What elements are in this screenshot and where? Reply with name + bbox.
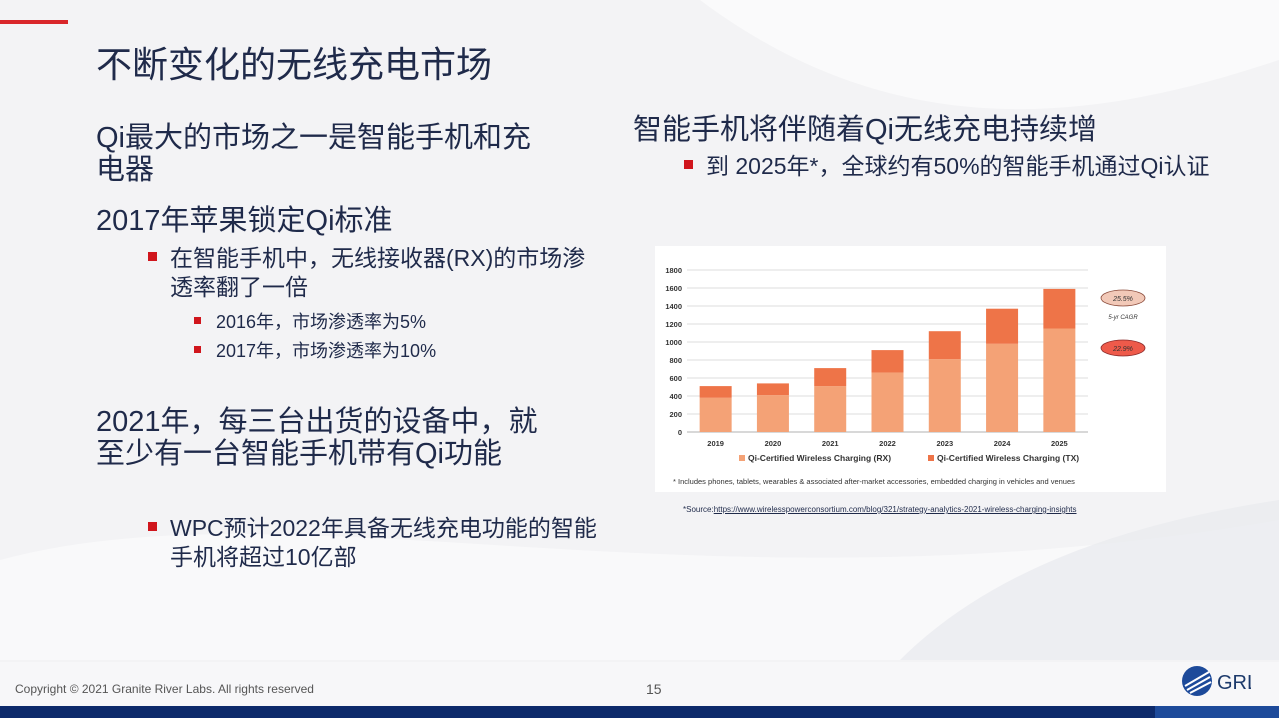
y-tick-label: 1600	[665, 284, 682, 293]
bar-tx-2021	[814, 368, 847, 387]
bullet-2025-forecast: 到 2025年*，全球约有50%的智能手机通过Qi认证	[684, 152, 1226, 181]
left-heading-3: 2021年，每三台出货的设备中，就至少有一台智能手机带有Qi功能	[96, 406, 538, 470]
logo-text: GRL	[1217, 672, 1251, 694]
bottom-bar-accent	[1155, 706, 1279, 718]
x-tick-label: 2022	[879, 439, 896, 448]
x-tick-label: 2021	[822, 439, 839, 448]
bar-tx-2020	[756, 383, 789, 396]
x-tick-label: 2024	[994, 439, 1012, 448]
y-tick-label: 0	[678, 428, 682, 437]
footer	[0, 662, 1279, 706]
y-tick-label: 1200	[665, 320, 682, 329]
legend-swatch-tx	[928, 455, 934, 461]
source-note: *Source:https://www.wirelesspowerconsort…	[683, 505, 1077, 514]
bar-chart: 0 200 400 600 800 1000 1200 1400 1600 1800 2019 20…	[665, 266, 1146, 486]
legend-label-rx: Qi-Certified Wireless Charging (RX)	[748, 453, 891, 463]
y-tick-label: 800	[669, 356, 682, 365]
cagr-top-badge	[1100, 289, 1146, 307]
bar-tx-2019	[699, 386, 732, 398]
copyright-text: Copyright © 2021 Granite River Labs. All…	[15, 682, 314, 696]
x-tick-label: 2020	[765, 439, 782, 448]
y-tick-label: 600	[669, 374, 682, 383]
x-tick-label: 2019	[707, 439, 724, 448]
bar-rx-2023	[928, 359, 961, 432]
cagr-label: 5-yr CAGR	[1108, 315, 1138, 321]
bar-rx-2020	[756, 395, 789, 432]
bar-rx-2019	[699, 397, 732, 432]
accent-line	[0, 20, 68, 24]
source-link[interactable]: https://www.wirelesspowerconsortium.com/…	[713, 505, 1077, 514]
right-heading: 智能手机将伴随着Qi无线充电持续增	[633, 114, 1098, 146]
bar-rx-2025	[1043, 328, 1076, 432]
legend-swatch-rx	[739, 455, 745, 461]
chart-legend: Qi-Certified Wireless Charging (RX) Qi-C…	[739, 453, 1079, 463]
bullet-2017: 2017年，市场渗透率为10%	[194, 340, 516, 362]
chart-footnote: * Includes phones, tablets, wearables & …	[673, 477, 1075, 486]
bar-rx-2024	[986, 343, 1019, 432]
y-tick-label: 1000	[665, 338, 682, 347]
cagr-bottom-badge	[1100, 339, 1146, 357]
bar-rx-2021	[814, 386, 847, 432]
bullet-2016: 2016年，市场渗透率为5%	[194, 311, 516, 333]
bullet-rx-penetration: 在智能手机中，无线接收器(RX)的市场渗透率翻了一倍	[148, 244, 590, 302]
source-prefix: *Source:	[683, 505, 714, 514]
page-number: 15	[646, 681, 662, 697]
bar-tx-2022	[871, 350, 904, 373]
legend-label-tx: Qi-Certified Wireless Charging (TX)	[937, 453, 1079, 463]
x-tick-label: 2023	[936, 439, 953, 448]
grl-logo: GRL	[1182, 666, 1251, 696]
bullet-wpc-forecast: WPC预计2022年具备无线充电功能的智能手机将超过10亿部	[148, 514, 600, 572]
cagr-annotations: 25.5% 5-yr CAGR 22.9%	[1100, 289, 1146, 357]
chart-container: 0 200 400 600 800 1000 1200 1400 1600 1800 2019 20…	[655, 246, 1166, 492]
cagr-bottom-value: 22.9%	[1112, 346, 1133, 353]
x-tick-label: 2025	[1051, 439, 1068, 448]
y-tick-label: 200	[669, 410, 682, 419]
bottom-bar	[0, 706, 1279, 718]
bar-rx-2022	[871, 372, 904, 432]
y-tick-label: 1400	[665, 302, 682, 311]
bar-tx-2025	[1043, 288, 1076, 329]
page-title: 不断变化的无线充电市场	[96, 44, 493, 85]
y-tick-label: 400	[669, 392, 682, 401]
bar-tx-2023	[928, 331, 961, 360]
left-heading-2: 2017年苹果锁定Qi标准	[96, 205, 393, 237]
bar-tx-2024	[986, 308, 1019, 344]
y-tick-label: 1800	[665, 266, 682, 275]
cagr-top-value: 25.5%	[1112, 296, 1133, 303]
left-heading-1: Qi最大的市场之一是智能手机和充电器	[96, 122, 532, 186]
